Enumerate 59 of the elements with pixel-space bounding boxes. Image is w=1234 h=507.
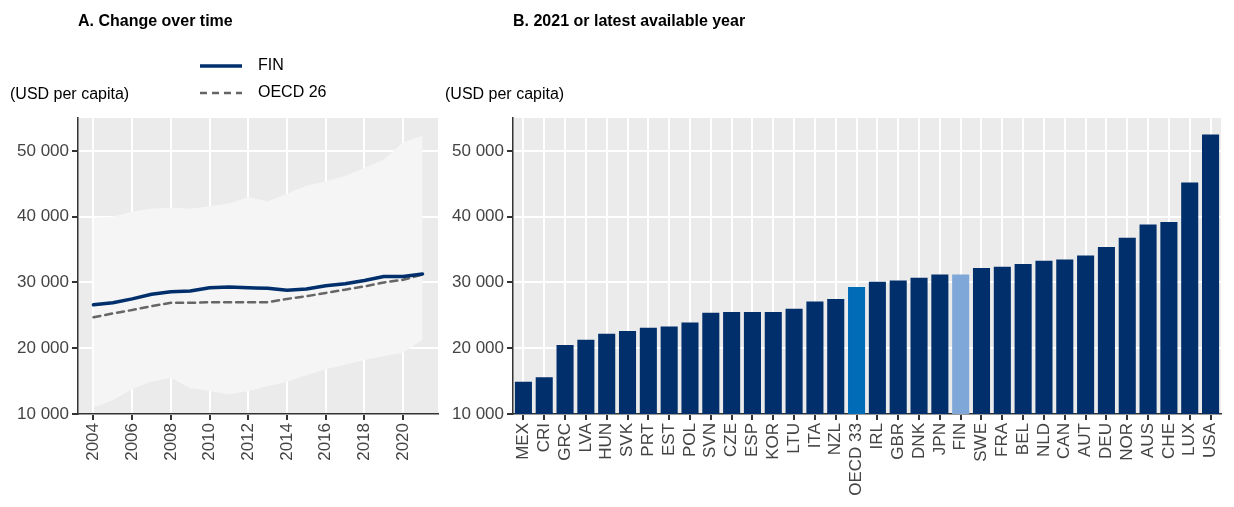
x-tick-label: OECD 33 [846, 423, 866, 496]
x-tick-label: AUT [1075, 423, 1095, 457]
x-tick-label: BEL [1012, 423, 1032, 456]
y-axis-title: (USD per capita) [10, 85, 130, 103]
x-tick-label: AUS [1137, 423, 1157, 458]
x-tick-label: 2018 [354, 423, 374, 461]
chart-title: A. Change over time [78, 12, 233, 30]
y-tick-label: 10 000 [452, 403, 504, 423]
x-tick-label: GBR [887, 423, 907, 460]
x-tick-label: ESP [742, 423, 762, 458]
x-tick-label: LUX [1179, 423, 1199, 457]
x-tick-label: CZE [721, 423, 741, 457]
x-tick-label: DNK [908, 422, 928, 459]
x-tick-label: CHE [1158, 423, 1178, 459]
y-tick-label: 40 000 [452, 206, 504, 226]
x-tick-label: MEX [513, 423, 533, 460]
x-tick-label: NZL [825, 423, 845, 456]
x-tick-label: 2020 [392, 423, 412, 461]
x-tick-label: CRI [533, 423, 553, 453]
x-tick-label: POL [679, 423, 699, 458]
x-tick-label: SVN [700, 423, 720, 458]
x-tick-label: GRC [554, 423, 574, 461]
x-tick-label: PRT [638, 423, 658, 457]
x-tick-label: 2012 [238, 423, 258, 461]
x-tick-label: ITA [804, 422, 824, 449]
legend-label: FIN [258, 56, 284, 74]
x-tick-label: SWE [971, 423, 991, 462]
y-tick-label: 20 000 [17, 337, 69, 357]
x-tick-label: USA [1200, 422, 1220, 458]
x-tick-label: LVA [575, 422, 595, 453]
x-tick-label: KOR [762, 423, 782, 460]
x-tick-label: 2008 [160, 423, 180, 461]
y-tick-label: 20 000 [452, 337, 504, 357]
legend-label: OECD 26 [258, 83, 327, 101]
y-tick-label: 30 000 [17, 272, 69, 292]
x-tick-label: DEU [1096, 423, 1116, 459]
x-tick-label: 2004 [83, 423, 103, 461]
y-tick-label: 50 000 [17, 140, 69, 160]
y-tick-label: 30 000 [452, 272, 504, 292]
x-tick-label: HUN [596, 423, 616, 460]
x-tick-label: JPN [929, 423, 949, 456]
x-tick-label: LTU [783, 423, 803, 454]
x-tick-label: EST [658, 423, 678, 457]
y-tick-label: 50 000 [452, 140, 504, 160]
x-tick-label: FIN [950, 423, 970, 451]
x-tick-label: NLD [1033, 423, 1053, 458]
x-tick-label: 2016 [315, 423, 335, 461]
y-tick-label: 10 000 [17, 403, 69, 423]
y-axis-title: (USD per capita) [445, 85, 565, 103]
x-tick-label: IRL [867, 423, 887, 450]
x-tick-label: FRA [992, 422, 1012, 457]
x-tick-label: NOR [1116, 423, 1136, 461]
x-tick-label: CAN [1054, 423, 1074, 459]
x-tick-label: SVK [617, 422, 637, 458]
x-tick-label: 2010 [199, 423, 219, 461]
chart-title: B. 2021 or latest available year [513, 12, 746, 30]
x-tick-label: 2006 [121, 423, 141, 461]
x-tick-label: 2014 [276, 423, 296, 461]
y-tick-label: 40 000 [17, 206, 69, 226]
